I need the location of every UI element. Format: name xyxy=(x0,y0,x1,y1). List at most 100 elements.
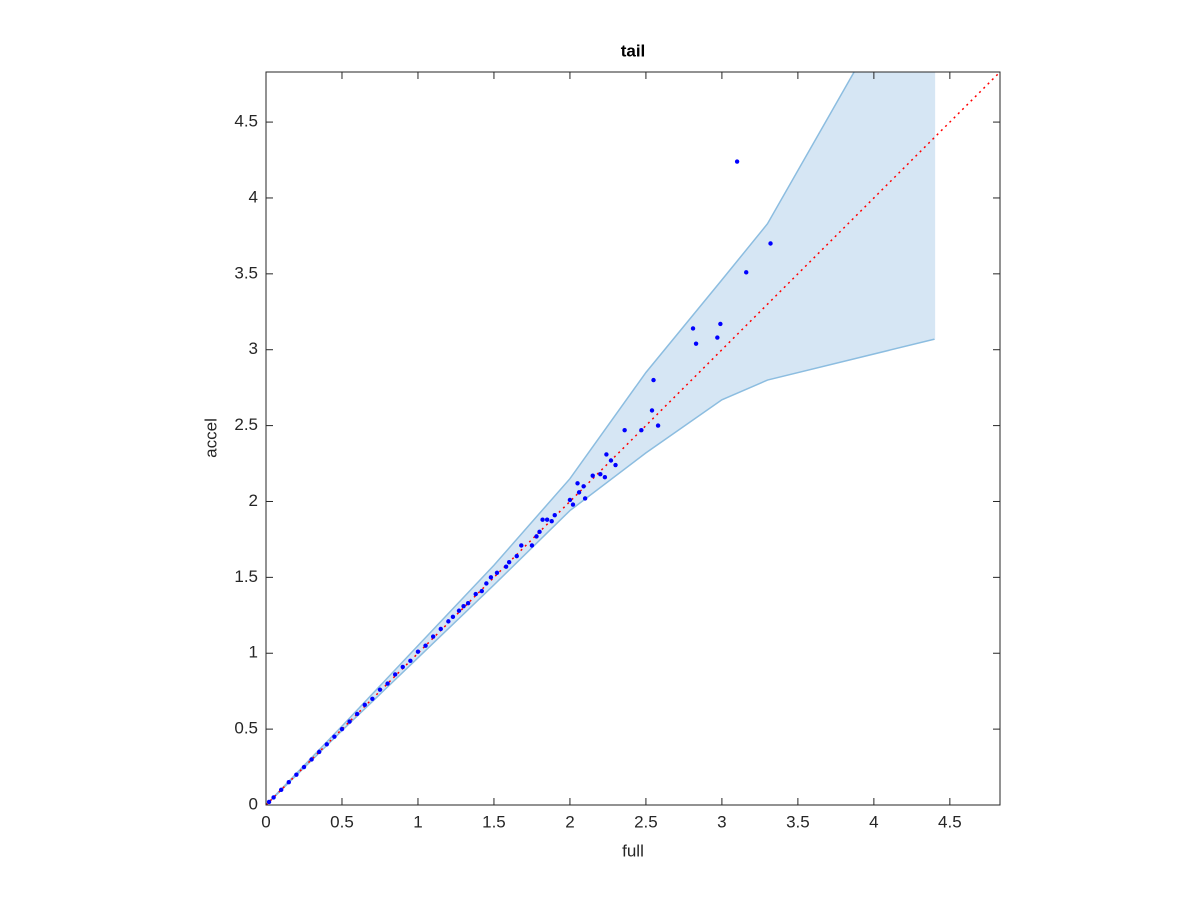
y-tick-label: 0.5 xyxy=(234,719,258,738)
point xyxy=(534,534,539,539)
axes-box xyxy=(265,71,1001,806)
point xyxy=(446,619,451,624)
point xyxy=(294,772,299,777)
point xyxy=(506,559,512,565)
point xyxy=(309,757,314,762)
y-tick-label: 2 xyxy=(249,491,258,510)
point xyxy=(362,702,367,708)
point xyxy=(655,423,661,428)
y-tick-label: 1 xyxy=(249,643,258,662)
point xyxy=(604,452,609,457)
point xyxy=(693,341,699,346)
point xyxy=(613,462,618,468)
point xyxy=(718,321,723,327)
y-tick-label: 0 xyxy=(249,794,258,813)
point xyxy=(581,484,586,489)
point xyxy=(316,749,322,755)
point xyxy=(465,600,471,606)
point xyxy=(608,458,614,463)
y-tick-label: 4 xyxy=(249,187,258,206)
point xyxy=(408,658,413,664)
point xyxy=(582,496,588,501)
point xyxy=(552,512,557,518)
point xyxy=(649,408,655,413)
point xyxy=(639,427,644,433)
point xyxy=(415,649,421,654)
plot-area xyxy=(266,72,1000,805)
y-tick-label: 4.5 xyxy=(234,112,258,131)
point xyxy=(479,588,484,594)
point xyxy=(549,519,554,524)
point xyxy=(537,529,542,535)
point xyxy=(461,603,466,609)
point xyxy=(354,711,360,717)
point xyxy=(514,553,519,559)
band-lower-line xyxy=(266,338,935,805)
point xyxy=(392,672,398,677)
x-tick-label: 3.5 xyxy=(786,812,810,831)
x-tick-label: 2 xyxy=(565,812,574,831)
point xyxy=(347,719,352,724)
point xyxy=(430,634,436,639)
y-tick-label: 3.5 xyxy=(234,263,258,282)
point xyxy=(286,780,291,785)
x-tick-label: 1.5 xyxy=(482,812,506,831)
point xyxy=(423,643,428,648)
point xyxy=(575,481,580,486)
point xyxy=(602,474,608,480)
point xyxy=(503,564,509,569)
point xyxy=(456,608,462,613)
point xyxy=(370,696,375,701)
x-tick-label: 4.5 xyxy=(938,812,962,831)
point xyxy=(744,270,749,275)
x-tick-label: 4 xyxy=(869,812,878,831)
point xyxy=(400,664,405,670)
x-axis-label: full xyxy=(622,841,644,860)
point xyxy=(768,241,773,246)
point xyxy=(715,335,720,340)
band-fill xyxy=(266,72,935,805)
point xyxy=(734,159,740,164)
y-tick-label: 3 xyxy=(249,339,258,358)
point xyxy=(540,517,545,522)
point xyxy=(598,471,603,477)
chart-title: tail xyxy=(621,41,646,60)
x-tick-label: 2.5 xyxy=(634,812,658,831)
point xyxy=(377,687,383,692)
point xyxy=(494,570,500,576)
x-tick-label: 3 xyxy=(717,812,726,831)
point xyxy=(278,787,284,793)
y-tick-label: 2.5 xyxy=(234,415,258,434)
point xyxy=(590,473,595,478)
point xyxy=(570,502,576,507)
point xyxy=(473,591,478,597)
point xyxy=(519,543,524,548)
point xyxy=(690,326,696,331)
point xyxy=(484,581,489,586)
point xyxy=(324,742,329,747)
point xyxy=(450,614,456,620)
point xyxy=(567,497,573,503)
point xyxy=(622,427,627,433)
y-tick-label: 1.5 xyxy=(234,567,258,586)
point xyxy=(544,517,550,522)
point xyxy=(529,543,535,548)
reference-line xyxy=(266,72,1000,805)
point xyxy=(385,681,390,686)
point xyxy=(271,795,276,800)
point xyxy=(488,575,494,580)
band-upper-line xyxy=(266,72,855,805)
y-axis-label: accel xyxy=(201,418,220,458)
point xyxy=(339,726,345,732)
point xyxy=(651,377,656,383)
point xyxy=(332,734,337,739)
x-tick-label: 0.5 xyxy=(330,812,354,831)
x-tick-label: 1 xyxy=(413,812,422,831)
point xyxy=(438,626,443,632)
x-tick-label: 0 xyxy=(261,812,270,831)
point xyxy=(301,764,307,770)
point xyxy=(266,799,272,805)
point xyxy=(576,490,582,495)
